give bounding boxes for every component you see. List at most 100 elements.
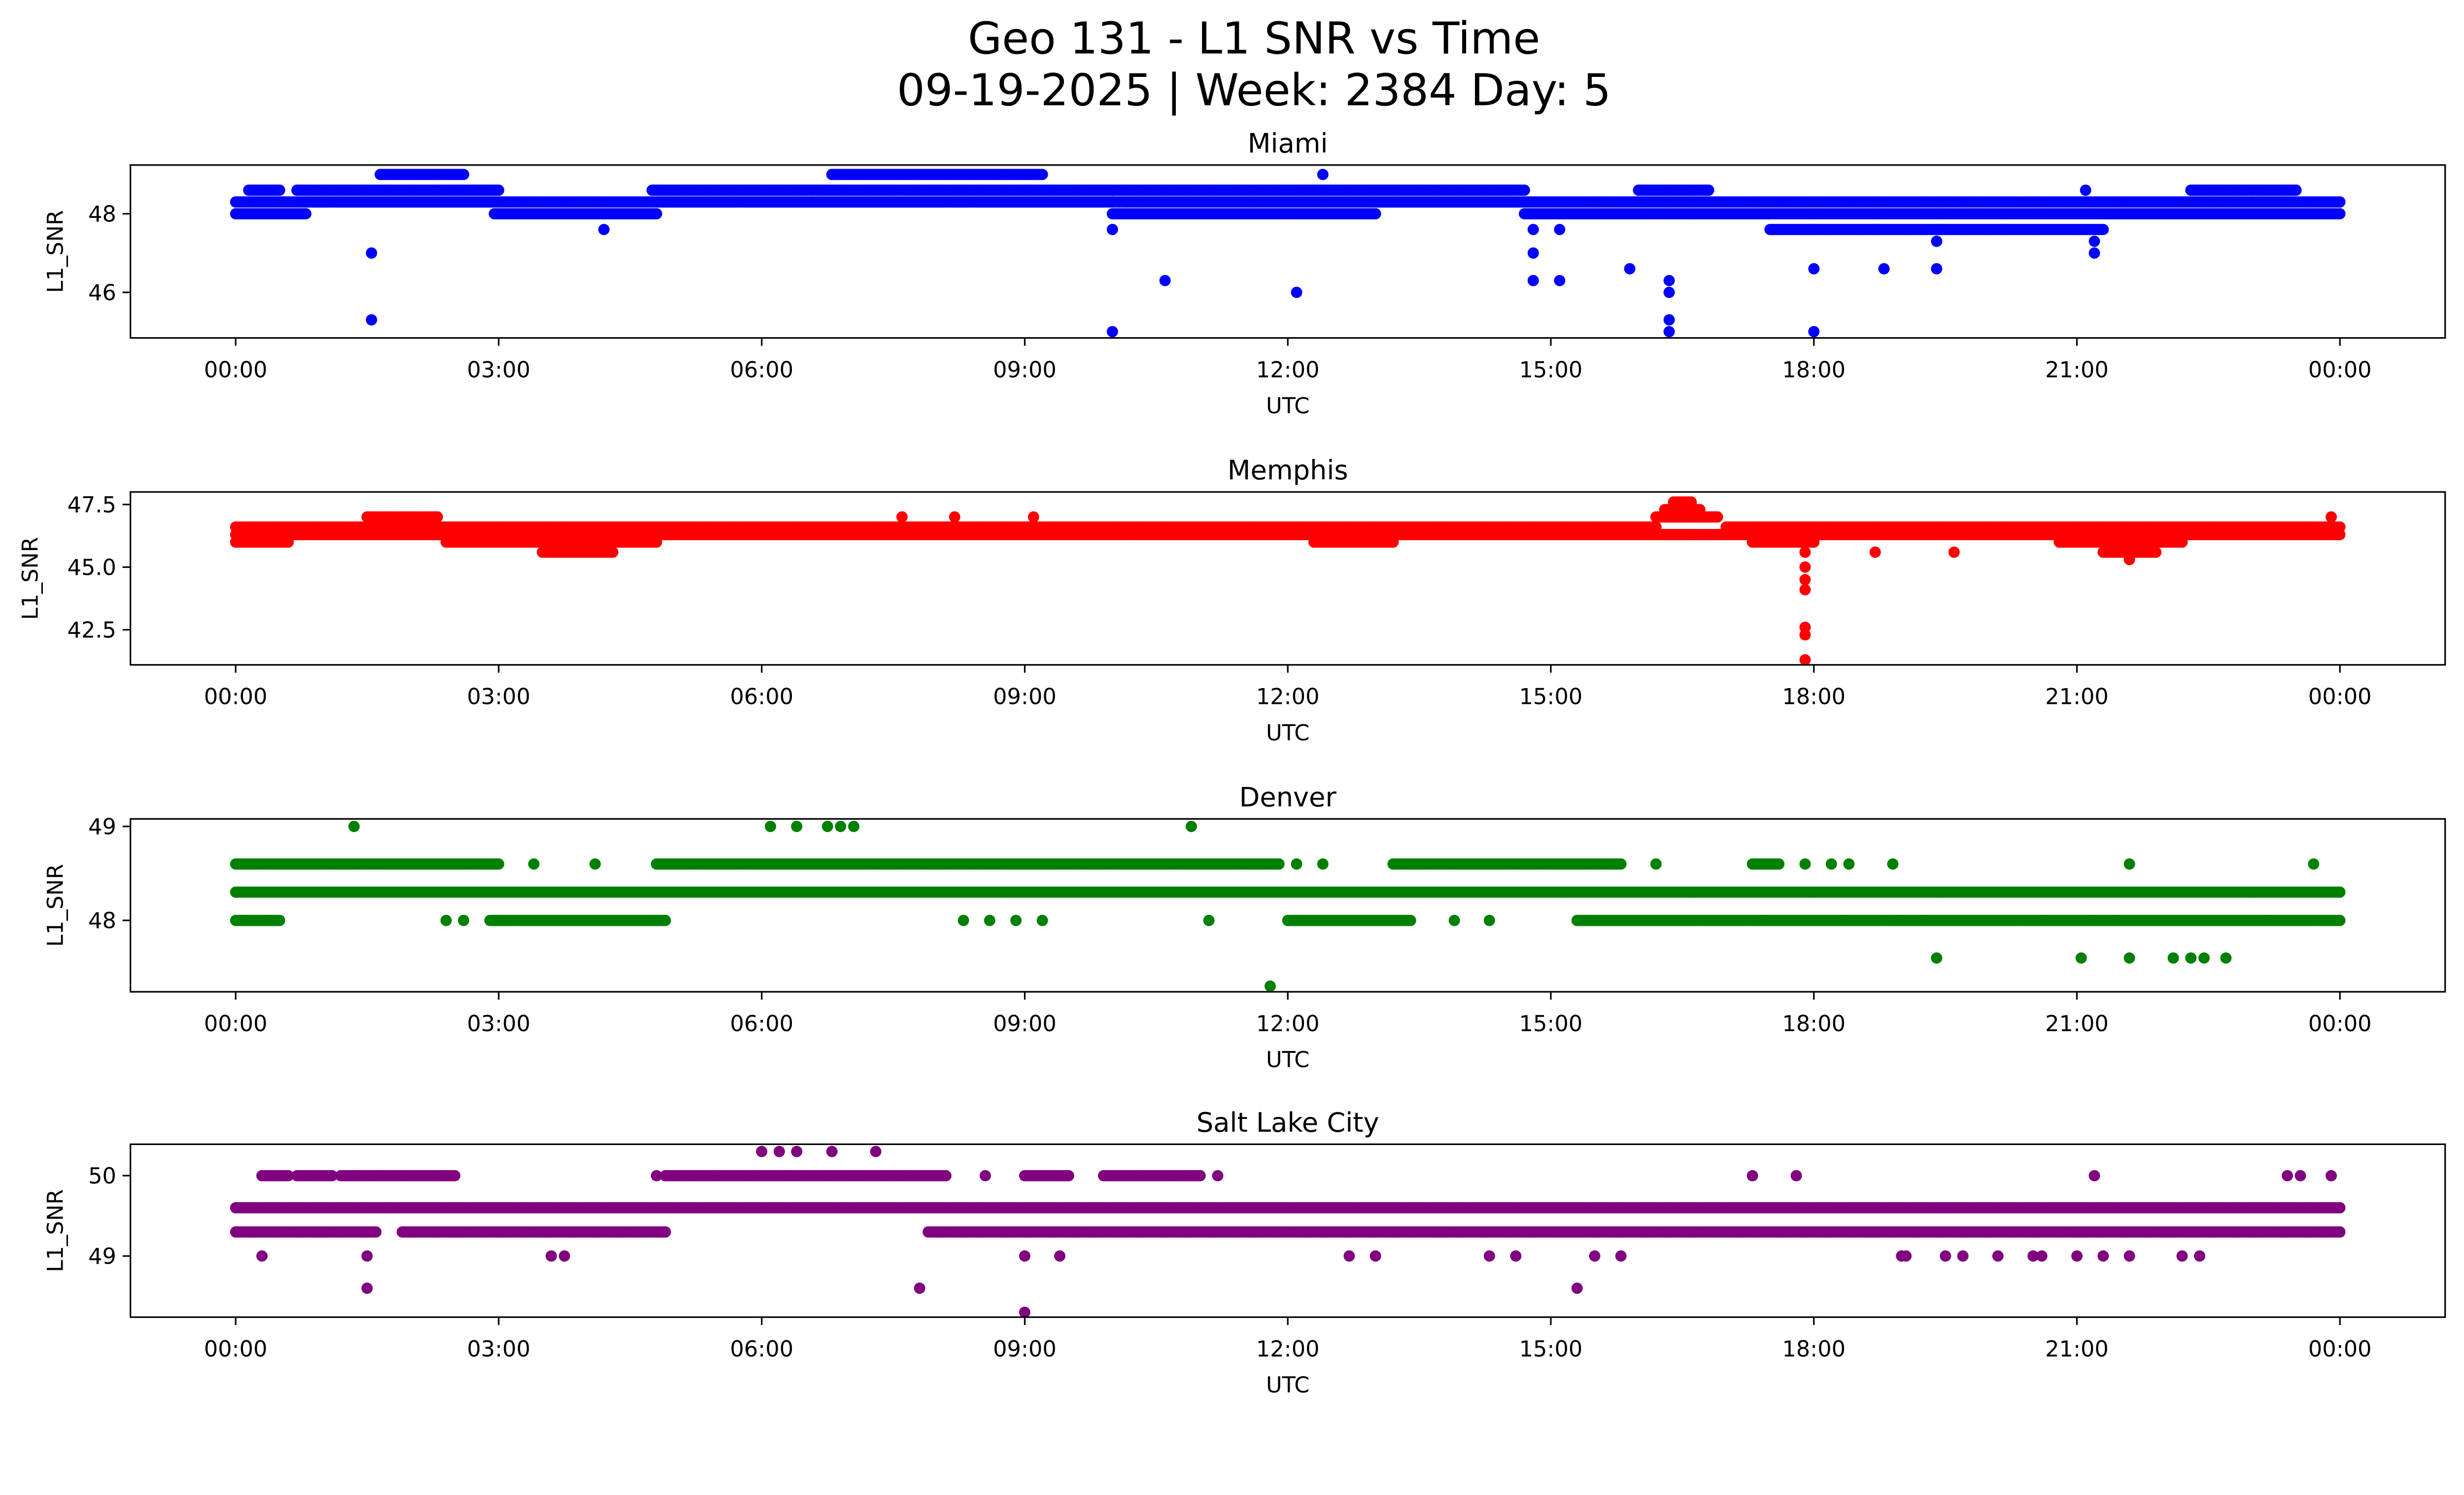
data-point (1106, 224, 1118, 236)
data-point (1931, 235, 1943, 247)
data-point (2326, 511, 2337, 523)
panels: Miami 00:00 03:00 06:00 09:00 12:00 15:00 18:00… (18, 128, 2446, 1398)
y-tick-label: 45.0 (68, 555, 116, 581)
data-point (2334, 208, 2346, 220)
x-tick-label: 15:00 (1519, 684, 1583, 710)
data-point (1799, 574, 1811, 586)
panel-title: Miami (1248, 128, 1328, 159)
data-point (1527, 275, 1539, 286)
x-tick-label: 03:00 (467, 357, 531, 382)
data-point (1663, 286, 1675, 298)
x-tick-label: 18:00 (1782, 357, 1846, 382)
y-tick-label: 47.5 (68, 492, 116, 518)
data-point (2097, 224, 2109, 236)
data-point (1799, 546, 1811, 558)
data-point (949, 511, 960, 523)
data-point (650, 208, 662, 220)
x-tick-label: 12:00 (1256, 357, 1320, 382)
data-point (2334, 196, 2346, 208)
data-point (1624, 263, 1636, 275)
x-tick-label: 15:00 (1519, 357, 1583, 382)
x-axis-label: UTC (1266, 720, 1309, 746)
data-point (1799, 654, 1811, 666)
data-point (1527, 247, 1539, 259)
data-point (493, 184, 505, 196)
x-tick-label: 00:00 (2308, 684, 2372, 710)
figure-title-line2: 09-19-2025 | Week: 2384 Day: 5 (897, 65, 1611, 116)
data-point (2176, 536, 2188, 548)
data-point (1518, 184, 1530, 196)
data-point (1663, 326, 1675, 338)
x-tick-label: 00:00 (2308, 357, 2372, 382)
x-tick-label: 09:00 (993, 357, 1057, 382)
y-axis-label: L1_SNR (43, 210, 68, 293)
y-tick-label: 48 (88, 202, 116, 227)
x-tick-label: 18:00 (1782, 684, 1846, 710)
data-point (1291, 286, 1302, 298)
x-axis-label: UTC (1266, 393, 1309, 419)
y-tick-label: 42.5 (68, 618, 116, 643)
data-point (458, 169, 470, 180)
x-tick-label: 21:00 (2045, 357, 2109, 382)
data-point (1650, 521, 1662, 533)
data-point (274, 184, 285, 196)
x-tick-label: 00:00 (204, 684, 268, 710)
data-point (896, 511, 908, 523)
data-point (366, 314, 377, 326)
data-point (1799, 629, 1811, 641)
data-point (431, 511, 443, 523)
data-point (1948, 546, 1960, 558)
data-point (1663, 275, 1675, 286)
data-point (1931, 263, 1943, 275)
data-point (2150, 546, 2162, 558)
data-point (1703, 184, 1714, 196)
x-tick-label: 21:00 (2045, 684, 2109, 710)
data-point (1387, 536, 1399, 548)
data-point (1808, 263, 1820, 275)
x-tick-label: 06:00 (730, 684, 793, 710)
data-point (1036, 169, 1048, 180)
data-point (1869, 546, 1881, 558)
x-tick-label: 06:00 (730, 357, 793, 382)
panel-title: Memphis (1228, 455, 1348, 486)
data-point (1369, 208, 1381, 220)
data-point (1663, 314, 1675, 326)
data-point (282, 536, 294, 548)
data-point (1554, 224, 1566, 236)
data-point (598, 224, 610, 236)
panel-title: Denver (1239, 782, 1337, 813)
data-point (650, 536, 662, 548)
data-point (2088, 235, 2100, 247)
x-tick-label: 12:00 (1256, 684, 1320, 710)
data-point (1711, 511, 1723, 523)
data-point (1808, 326, 1820, 338)
x-tick-label: 09:00 (993, 684, 1057, 710)
data-point (2088, 247, 2100, 259)
data-point (1317, 169, 1329, 180)
x-tick-label: 03:00 (467, 684, 531, 710)
data-point (1527, 224, 1539, 236)
data-point (2123, 554, 2135, 565)
data-point (2080, 184, 2091, 196)
data-point (1554, 275, 1566, 286)
data-point (300, 208, 312, 220)
data-point (2334, 521, 2346, 533)
data-point (1106, 326, 1118, 338)
x-tick-label: 00:00 (204, 357, 268, 382)
data-point (366, 247, 377, 259)
data-point (607, 546, 618, 558)
y-tick-label: 46 (88, 280, 116, 306)
data-point (1878, 263, 1890, 275)
data-point (1799, 584, 1811, 595)
data-point (1685, 496, 1697, 508)
data-point (2290, 184, 2302, 196)
data-point (1799, 561, 1811, 573)
panel-miami: Miami 00:00 03:00 06:00 09:00 12:00 15:00 18:00… (43, 128, 2446, 419)
y-axis-label: L1_SNR (18, 537, 43, 620)
data-point (1808, 536, 1820, 548)
data-point (1694, 504, 1706, 516)
data-point (1159, 275, 1171, 286)
figure: Geo 131 - L1 SNR vs Time 09-19-2025 | We… (17, 13, 2446, 1398)
figure-title-line1: Geo 131 - L1 SNR vs Time (968, 13, 1540, 64)
data-points (230, 169, 2346, 338)
